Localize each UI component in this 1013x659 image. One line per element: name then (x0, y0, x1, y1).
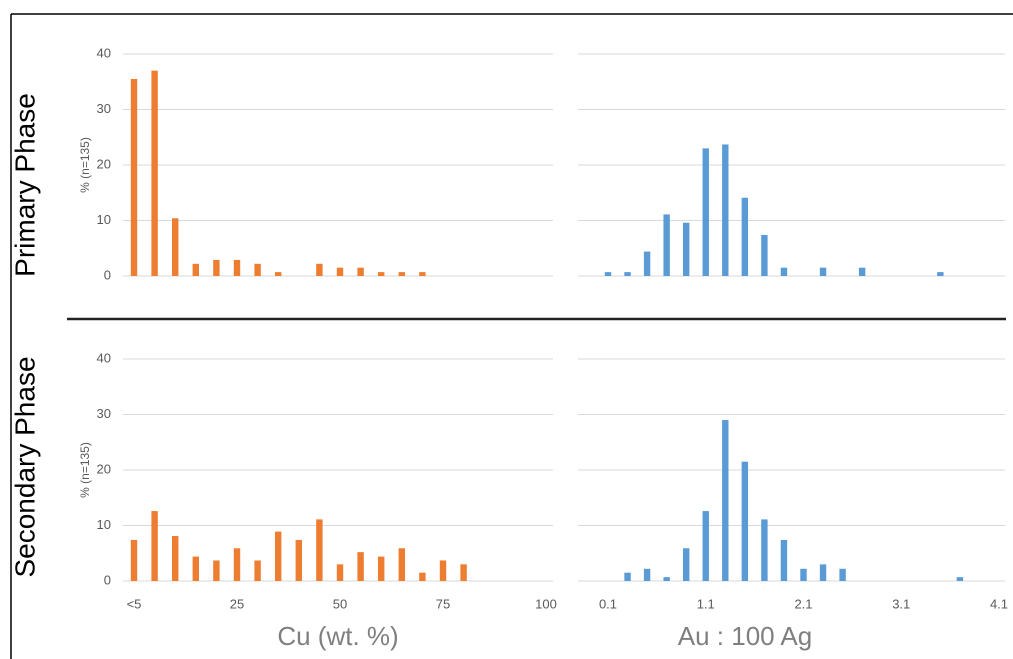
bar (419, 572, 426, 581)
x-tick-label: 100 (535, 596, 557, 611)
bar (439, 560, 447, 581)
bar (624, 272, 631, 276)
bar (172, 536, 179, 581)
bar (254, 560, 261, 581)
bar (800, 568, 807, 581)
bar (819, 267, 827, 276)
bar (192, 263, 199, 276)
bar (151, 511, 158, 581)
bar (357, 267, 364, 276)
bar (956, 577, 964, 581)
x-axis-label: Cu (wt. %) (277, 621, 398, 651)
bar (378, 556, 385, 581)
bar (839, 568, 846, 581)
bar (604, 272, 612, 276)
y-tick-label: 30 (97, 406, 111, 421)
bar (761, 519, 768, 581)
bar (378, 272, 385, 276)
bar (316, 263, 323, 276)
bar (643, 568, 651, 581)
bar (780, 267, 788, 276)
row-label: Primary Phase (9, 93, 40, 277)
bar (336, 267, 344, 276)
bar (357, 552, 364, 581)
bar (937, 272, 944, 276)
bar (819, 564, 827, 581)
x-tick-label: 3.1 (892, 596, 910, 611)
y-tick-label: 40 (97, 45, 111, 60)
bar (761, 234, 768, 276)
x-tick-label: 0.1 (599, 596, 617, 611)
bar (858, 267, 866, 276)
y-axis-label: % (n=135) (78, 442, 92, 498)
x-tick-label: 1.1 (697, 596, 715, 611)
bar (780, 539, 788, 581)
y-tick-label: 40 (97, 350, 111, 365)
x-tick-label: 75 (436, 596, 450, 611)
bar (275, 531, 282, 581)
bar (130, 78, 138, 276)
bar (741, 197, 749, 276)
y-tick-label: 20 (97, 461, 111, 476)
bar (683, 222, 690, 276)
bar (398, 548, 405, 581)
y-tick-label: 10 (97, 212, 111, 227)
x-tick-label: 4.1 (990, 596, 1008, 611)
bar (275, 272, 282, 276)
bar (295, 539, 302, 581)
bar (316, 519, 323, 581)
y-tick-label: 0 (104, 572, 111, 587)
y-tick-label: 20 (97, 156, 111, 171)
x-axis-label: Au : 100 Ag (678, 621, 812, 651)
x-tick-label: <5 (127, 596, 142, 611)
bar (192, 556, 199, 581)
row-label: Secondary Phase (9, 356, 40, 577)
bar (702, 148, 709, 276)
bar (336, 564, 344, 581)
bar (151, 70, 158, 277)
bar (663, 214, 670, 276)
bar (233, 259, 241, 276)
bar (702, 511, 709, 581)
bar (722, 420, 729, 581)
bar (663, 577, 670, 581)
bar (213, 259, 220, 276)
y-tick-label: 0 (104, 267, 111, 282)
y-axis-label: % (n=135) (78, 137, 92, 193)
bar (172, 218, 179, 276)
bar (683, 548, 690, 581)
x-tick-label: 2.1 (794, 596, 812, 611)
x-tick-label: 50 (333, 596, 347, 611)
bar (741, 461, 749, 581)
bar (460, 564, 467, 581)
bar (643, 251, 651, 276)
bar (419, 272, 426, 276)
y-tick-label: 10 (97, 517, 111, 532)
bar (233, 548, 241, 581)
bar (624, 572, 631, 581)
bar (130, 539, 138, 581)
x-tick-label: 25 (230, 596, 244, 611)
bar (722, 144, 729, 276)
bar (254, 263, 261, 276)
bar (398, 272, 405, 276)
y-tick-label: 30 (97, 101, 111, 116)
bar (213, 560, 220, 581)
